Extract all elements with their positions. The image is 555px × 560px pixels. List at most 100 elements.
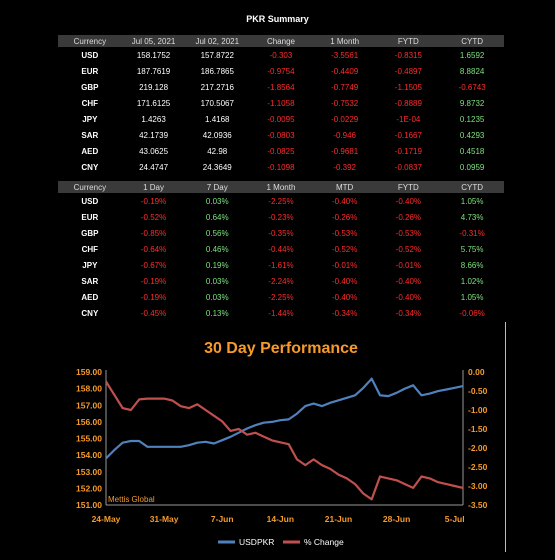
- value-cell: -0.6743: [458, 82, 486, 92]
- value-cell: -0.19%: [140, 292, 167, 302]
- value-cell: -0.52%: [331, 244, 358, 254]
- value-cell: -0.1098: [267, 162, 295, 172]
- value-cell: -2.25%: [268, 196, 294, 206]
- value-cell: -0.44%: [268, 244, 294, 254]
- value-cell: -0.40%: [331, 196, 358, 206]
- value-cell: 1.6592: [459, 50, 485, 60]
- currency-cell: AED: [81, 146, 99, 156]
- y-left-tick-label: 153.00: [76, 467, 102, 477]
- currency-cell: CHF: [81, 98, 99, 108]
- table-row: GBP 219.128 217.2716 -1.8564 -0.7749 -1.1505 -…: [58, 79, 504, 95]
- value-cell: 187.7619: [136, 66, 171, 76]
- value-cell: -0.303: [269, 50, 293, 60]
- rates-table: Currency Jul 05, 2021 Jul 02, 2021 Change 1 …: [58, 35, 504, 175]
- value-cell: 0.1235: [459, 114, 485, 124]
- value-cell: -0.1719: [394, 146, 422, 156]
- currency-cell: SAR: [81, 130, 99, 140]
- value-cell: -0.7749: [331, 82, 359, 92]
- value-cell: 1.05%: [460, 292, 484, 302]
- y-right-tick-label: -2.50: [468, 462, 488, 472]
- value-cell: -0.45%: [140, 308, 167, 318]
- value-cell: 0.4293: [459, 130, 485, 140]
- value-cell: -0.19%: [140, 276, 167, 286]
- value-cell: 0.64%: [205, 212, 229, 222]
- column-header: Currency: [58, 35, 122, 47]
- value-cell: -0.01%: [331, 260, 358, 270]
- value-cell: 0.19%: [205, 260, 229, 270]
- y-right-tick-label: -3.00: [468, 481, 488, 491]
- currency-cell: GBP: [81, 82, 99, 92]
- column-header: 1 Month: [312, 35, 377, 47]
- value-cell: -0.392: [333, 162, 356, 172]
- value-cell: -0.0825: [267, 146, 295, 156]
- currency-cell: USD: [81, 50, 99, 60]
- column-header: 1 Month: [249, 181, 313, 193]
- column-header: FYTD: [376, 35, 441, 47]
- value-cell: 9.8732: [459, 98, 485, 108]
- chart-series: [105, 377, 464, 501]
- value-cell: 8.8824: [459, 66, 485, 76]
- value-cell: 42.98: [207, 146, 228, 156]
- value-cell: -0.26%: [331, 212, 358, 222]
- value-cell: -0.8315: [394, 50, 422, 60]
- column-header: MTD: [312, 181, 377, 193]
- value-cell: 0.0959: [459, 162, 485, 172]
- x-tick-label: 28-Jun: [383, 514, 410, 524]
- y-left-tick-label: 152.00: [76, 483, 102, 493]
- currency-cell: EUR: [81, 66, 99, 76]
- value-cell: -0.06%: [459, 308, 485, 318]
- value-cell: -2.25%: [268, 292, 294, 302]
- x-tick-label: 7-Jun: [211, 514, 234, 524]
- x-tick-label: 31-May: [150, 514, 179, 524]
- currency-cell: EUR: [81, 212, 99, 222]
- value-cell: -1.1505: [394, 82, 422, 92]
- value-cell: -0.53%: [331, 228, 358, 238]
- summary-title: PKR Summary: [246, 14, 309, 24]
- x-tick-label: 24-May: [92, 514, 121, 524]
- value-cell: -0.40%: [331, 292, 358, 302]
- returns-table-body: USD -0.19% 0.03% -2.25% -0.40% -0.40% 1.05% EUR…: [58, 193, 504, 321]
- value-cell: -0.40%: [331, 276, 358, 286]
- y-left-tick-label: 154.00: [76, 450, 102, 460]
- value-cell: -1E-04: [396, 114, 421, 124]
- table-row: SAR 42.1739 42.0936 -0.0803 -0.946 -0.1667 0.4…: [58, 127, 504, 143]
- value-cell: -3.5561: [331, 50, 359, 60]
- value-cell: 171.6125: [136, 98, 171, 108]
- value-cell: -0.26%: [395, 212, 422, 222]
- currency-cell: CHF: [81, 244, 99, 254]
- value-cell: -0.64%: [140, 244, 167, 254]
- value-cell: 24.3649: [202, 162, 232, 172]
- y-right-tick-label: -2.00: [468, 443, 488, 453]
- legend-label: % Change: [304, 537, 344, 547]
- y-left-tick-label: 157.00: [76, 400, 102, 410]
- value-cell: 186.7865: [200, 66, 234, 76]
- pct-change-line: [105, 380, 464, 501]
- y-left-tick-label: 158.00: [76, 384, 102, 394]
- x-tick-label: 14-Jun: [267, 514, 294, 524]
- column-header: Currency: [58, 181, 122, 193]
- value-cell: -1.8564: [267, 82, 295, 92]
- currency-cell: CNY: [81, 162, 99, 172]
- table-row: AED -0.19% 0.03% -2.25% -0.40% -0.40% 1.05%: [58, 289, 504, 305]
- value-cell: -0.4897: [394, 66, 422, 76]
- y-left-tick-label: 155.00: [76, 434, 102, 444]
- value-cell: -0.4409: [331, 66, 359, 76]
- usdpkr-line: [105, 377, 464, 460]
- value-cell: -0.31%: [459, 228, 485, 238]
- value-cell: -0.19%: [140, 196, 167, 206]
- returns-table-header: Currency 1 Day 7 Day 1 Month MTD FYTD CYTD: [58, 181, 504, 193]
- value-cell: -0.52%: [395, 244, 422, 254]
- value-cell: 1.4263: [141, 114, 166, 124]
- currency-cell: JPY: [82, 260, 98, 270]
- value-cell: 0.56%: [205, 228, 229, 238]
- y-left-tick-label: 156.00: [76, 417, 102, 427]
- value-cell: -0.52%: [140, 212, 167, 222]
- table-row: SAR -0.19% 0.03% -2.24% -0.40% -0.40% 1.02%: [58, 273, 504, 289]
- value-cell: -1.61%: [268, 260, 294, 270]
- x-tick-label: 5-Jul: [445, 514, 465, 524]
- value-cell: 0.03%: [205, 292, 229, 302]
- currency-cell: SAR: [81, 276, 99, 286]
- value-cell: 0.03%: [205, 276, 229, 286]
- value-cell: 8.66%: [460, 260, 484, 270]
- currency-cell: CNY: [81, 308, 99, 318]
